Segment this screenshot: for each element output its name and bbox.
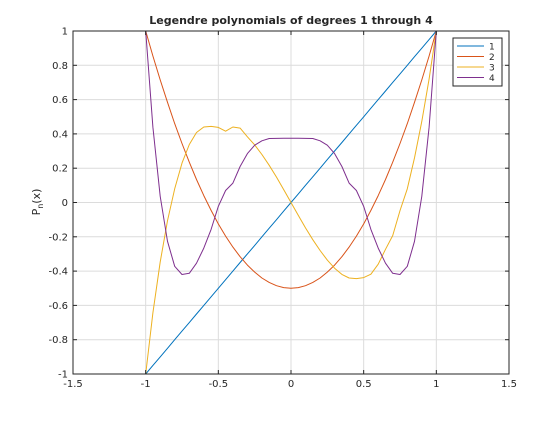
y-axis-label: Pn(x) xyxy=(30,189,45,216)
legend-label: 4 xyxy=(489,74,495,84)
legend-label: 1 xyxy=(489,43,495,53)
y-tick-label: 0.4 xyxy=(52,129,68,140)
y-tick-label: 0.8 xyxy=(52,61,68,72)
y-tick-label: -0.8 xyxy=(48,335,68,346)
legend-label: 2 xyxy=(489,53,495,63)
chart-title: Legendre polynomials of degrees 1 throug… xyxy=(149,14,433,27)
x-tick-label: -1 xyxy=(141,379,151,390)
legend-label: 3 xyxy=(489,64,495,74)
y-tick-label: -0.6 xyxy=(48,301,68,312)
series-layer xyxy=(145,30,437,375)
y-axis-label-suffix: (x) xyxy=(30,189,43,204)
y-tick-label: 0.2 xyxy=(52,164,68,175)
y-tick-label: 1 xyxy=(62,27,68,38)
x-tick-label: -0.5 xyxy=(209,379,229,390)
y-tick-label: -1 xyxy=(58,370,68,381)
x-tick-label: 1.5 xyxy=(501,379,517,390)
series-line-3 xyxy=(145,30,437,375)
y-tick-labels: -1 -0.8 -0.6 -0.4 -0.2 0 0.2 0.4 0.6 0.8 1 xyxy=(48,27,68,381)
y-axis-label-subscript: n xyxy=(36,204,45,209)
series-line-4 xyxy=(145,30,437,275)
series-line-2 xyxy=(145,30,437,289)
x-tick-label: 1 xyxy=(433,379,439,390)
x-tick-label: -1.5 xyxy=(63,379,83,390)
x-tick-labels: -1.5 -1 -0.5 0 0.5 1 1.5 xyxy=(63,379,517,390)
y-axis-label-main: P xyxy=(30,208,43,215)
y-tick-label: -0.2 xyxy=(48,232,68,243)
y-tick-label: -0.4 xyxy=(48,267,68,278)
tick-layer xyxy=(72,30,510,375)
x-tick-label: 0.5 xyxy=(356,379,372,390)
x-tick-label: 0 xyxy=(288,379,294,390)
y-tick-label: 0.6 xyxy=(52,95,68,106)
y-tick-label: 0 xyxy=(62,198,68,209)
